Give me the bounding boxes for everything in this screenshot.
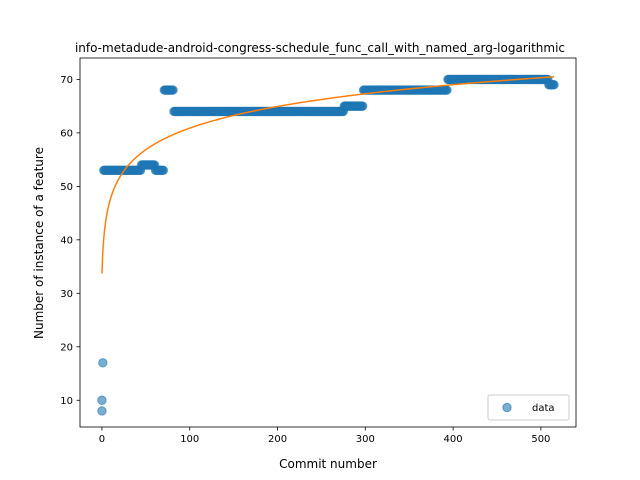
plot-area	[79, 57, 577, 428]
x-tick-label: 300	[356, 434, 375, 445]
data-point	[98, 358, 108, 368]
x-axis-label: Commit number	[279, 457, 377, 471]
x-tick-label: 200	[268, 434, 287, 445]
y-tick-label: 20	[60, 342, 73, 353]
data-point	[158, 165, 169, 176]
data-point	[97, 406, 107, 416]
x-tick-label: 0	[99, 434, 105, 445]
x-tick-label: 500	[531, 434, 550, 445]
y-tick-label: 30	[60, 289, 73, 300]
fit-line	[101, 76, 555, 274]
y-tick-label: 60	[60, 128, 73, 139]
data-point	[357, 101, 368, 111]
data-point	[549, 80, 559, 90]
data-point	[168, 85, 178, 95]
chart-title: info-metadude-android-congress-schedule_…	[75, 41, 565, 55]
x-axis: 0 100 200 300 400 500	[99, 427, 550, 445]
y-axis-label: Number of instance of a feature	[32, 147, 46, 339]
data-point	[97, 395, 107, 405]
axes-frame	[79, 57, 577, 428]
x-tick-label: 400	[444, 434, 463, 445]
y-tick-label: 40	[60, 235, 73, 246]
y-tick-label: 50	[60, 182, 73, 193]
y-tick-label: 10	[60, 396, 73, 407]
y-tick-label: 70	[60, 75, 73, 86]
legend-label: data	[532, 403, 555, 414]
legend: data	[487, 394, 570, 421]
data-point	[442, 85, 452, 95]
legend-marker	[502, 402, 512, 413]
legend-box	[487, 394, 570, 421]
y-axis: 10 20 30 40 50 60 70	[60, 75, 80, 407]
x-tick-label: 100	[180, 434, 199, 445]
